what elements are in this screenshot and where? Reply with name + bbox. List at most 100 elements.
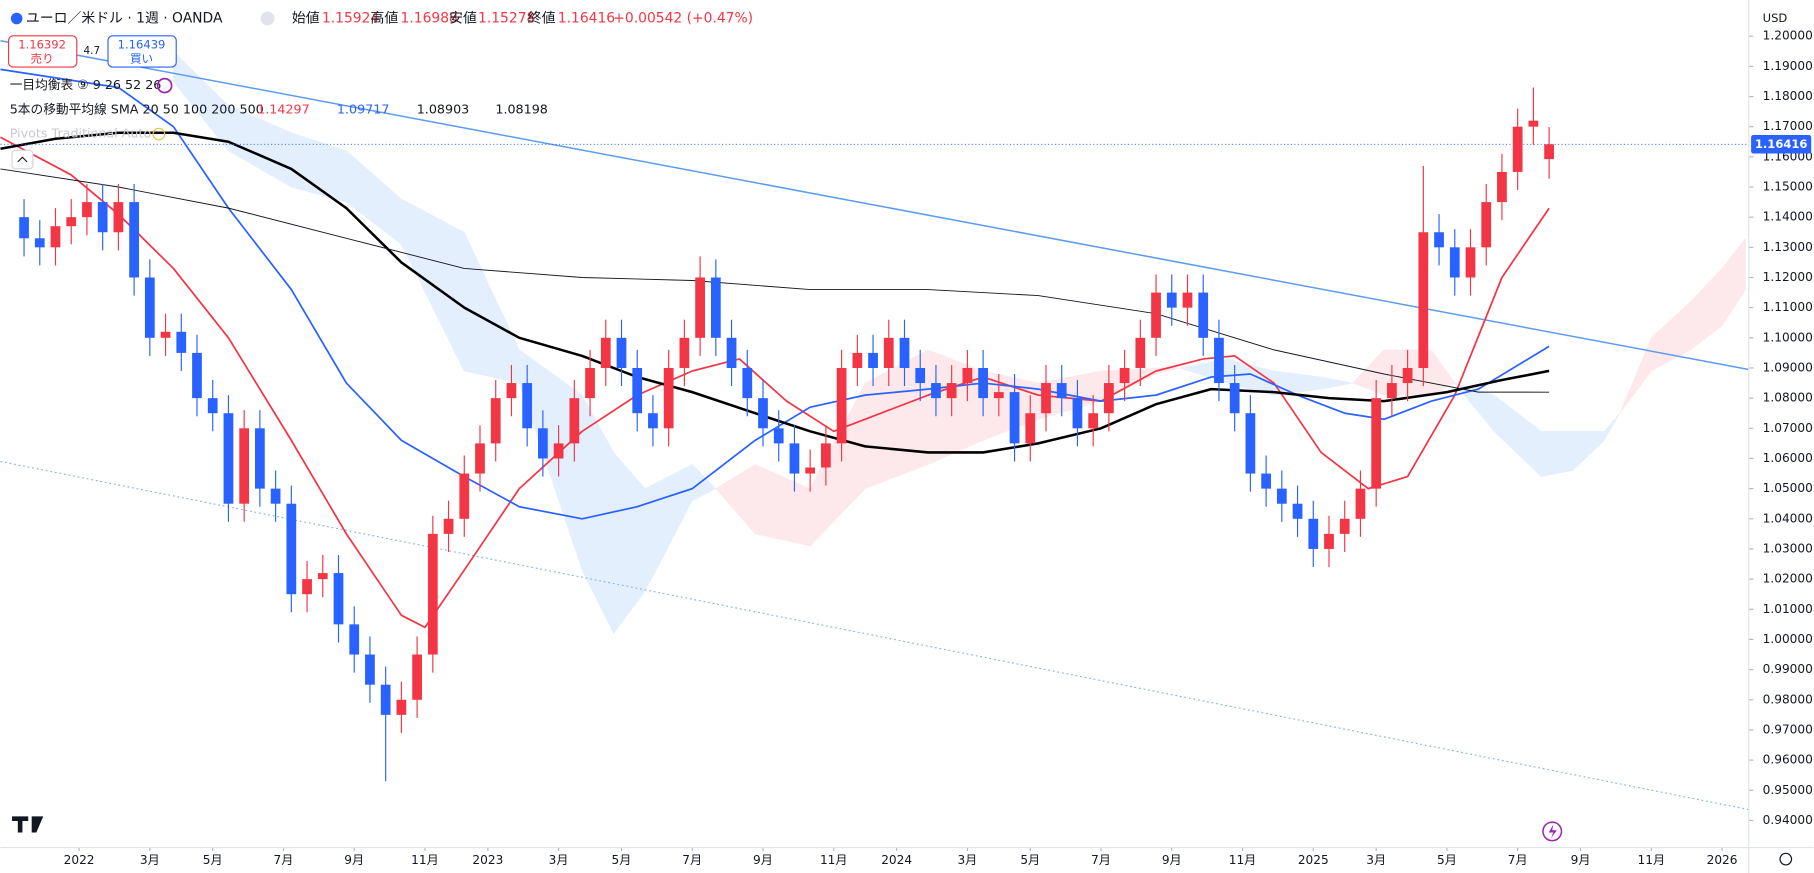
ma-value: 1.08903 [417, 101, 470, 116]
candle-body [1308, 518, 1319, 549]
candle-body [1104, 383, 1114, 414]
candle-body [1151, 292, 1161, 338]
candle-body [1088, 413, 1099, 429]
settings-button[interactable] [1779, 852, 1793, 866]
ma-value: 1.08198 [495, 101, 548, 116]
candle-body [1402, 367, 1413, 384]
candle-body [695, 277, 705, 338]
currency-label: USD [1763, 11, 1788, 25]
y-tick-label: 1.02000 [1763, 572, 1813, 586]
candle-body [490, 398, 501, 444]
candle-body [270, 488, 281, 504]
x-tick-label: 7月 [274, 853, 294, 867]
candle-body [286, 503, 297, 595]
candle-body [962, 367, 973, 384]
ohlc-label: 終値 [528, 11, 556, 27]
y-tick-label: 0.94000 [1763, 813, 1813, 827]
candle-body [648, 413, 658, 429]
candle-body [883, 337, 894, 368]
y-tick-label: 0.97000 [1763, 722, 1813, 736]
collapse-icon [17, 156, 28, 163]
y-tick-label: 1.14000 [1763, 210, 1813, 224]
sell-price: 1.16392 [18, 38, 66, 52]
open-value: 1.15924 [322, 11, 379, 27]
candle-body [1261, 473, 1271, 489]
x-tick-label: 2024 [881, 853, 912, 867]
spread: 4.7 [84, 45, 101, 57]
y-tick-label: 0.96000 [1763, 753, 1813, 767]
high-value: 1.16988 [401, 11, 458, 27]
candle-body [144, 277, 155, 338]
price-label: 1.16416 [1755, 137, 1808, 151]
candle-body [349, 624, 360, 655]
candle-body [1544, 144, 1554, 160]
candle-body [396, 699, 407, 715]
candle-body [931, 383, 941, 399]
candle-body [475, 443, 485, 474]
y-tick-label: 1.08000 [1763, 391, 1813, 405]
candle-body [207, 398, 218, 414]
ohlc-label: 高値 [370, 10, 398, 27]
x-tick-label: 9月 [1162, 853, 1182, 867]
y-tick-label: 1.10000 [1763, 330, 1813, 344]
ma-value: 1.09717 [337, 101, 390, 116]
candle-body [176, 331, 187, 353]
candle-body [50, 226, 61, 248]
overlay: ユーロ／米ドル · 1週 · OANDA 始値 1.15924 高値 1.169… [7, 10, 1793, 866]
candle-body [113, 202, 124, 233]
candle-body [1449, 247, 1460, 278]
y-tick-label: 1.11000 [1763, 300, 1813, 314]
y-tick-label: 1.19000 [1763, 59, 1813, 73]
change-value: +0.00542 (+0.47%) [613, 11, 753, 27]
moving-average [0, 136, 1550, 629]
candle-body [868, 352, 878, 368]
candle-body [1371, 398, 1382, 489]
buy-price: 1.16439 [118, 38, 166, 52]
candle-body [522, 383, 533, 429]
candle-body [946, 383, 957, 399]
candle-body [1512, 126, 1523, 172]
pivots-legend: Pivots Traditional Auto [10, 126, 152, 141]
ohlc-label: 安値 [449, 11, 477, 27]
candle-body [1324, 533, 1334, 549]
sell-label: 売り [31, 51, 54, 65]
x-tick-label: 5月 [203, 853, 223, 867]
x-tick-label: 2026 [1707, 853, 1738, 867]
x-tick-label: 3月 [1366, 853, 1386, 867]
candle-body [710, 277, 721, 338]
collapse-button[interactable] [11, 149, 34, 170]
y-tick-label: 0.98000 [1763, 692, 1813, 706]
candle-body [333, 573, 344, 625]
candle-body [1434, 232, 1444, 248]
price-label-box [1751, 135, 1812, 154]
candle-body [506, 383, 517, 399]
x-tick-label: 11月 [1638, 853, 1666, 867]
buy-button[interactable] [107, 35, 177, 68]
symbol-title: ユーロ／米ドル · 1週 · OANDA [26, 11, 223, 27]
moving-average [0, 168, 1550, 393]
candle-body [1528, 120, 1539, 127]
y-tick-label: 1.15000 [1763, 180, 1813, 194]
x-tick-label: 11月 [411, 853, 439, 867]
x-tick-label: 7月 [682, 853, 702, 867]
x-tick-label: 5月 [612, 853, 632, 867]
candles [19, 87, 1554, 782]
candle-body [1229, 383, 1240, 414]
y-tick-label: 1.04000 [1763, 511, 1813, 525]
candle-body [632, 367, 643, 414]
x-tick-label: 9月 [753, 853, 773, 867]
lightning-button[interactable] [1542, 821, 1563, 842]
candle-body [97, 202, 108, 233]
candle-body [852, 352, 863, 368]
candle-body [899, 337, 910, 368]
candle-body [821, 443, 831, 468]
moving-average [0, 131, 1550, 454]
candle-body [239, 428, 250, 504]
candle-body [553, 443, 564, 459]
grid [78, 35, 1754, 852]
candle-body [459, 473, 470, 519]
close-value: 1.16416 [558, 11, 615, 27]
menu-dot[interactable] [260, 11, 275, 26]
sell-button[interactable] [7, 35, 78, 68]
